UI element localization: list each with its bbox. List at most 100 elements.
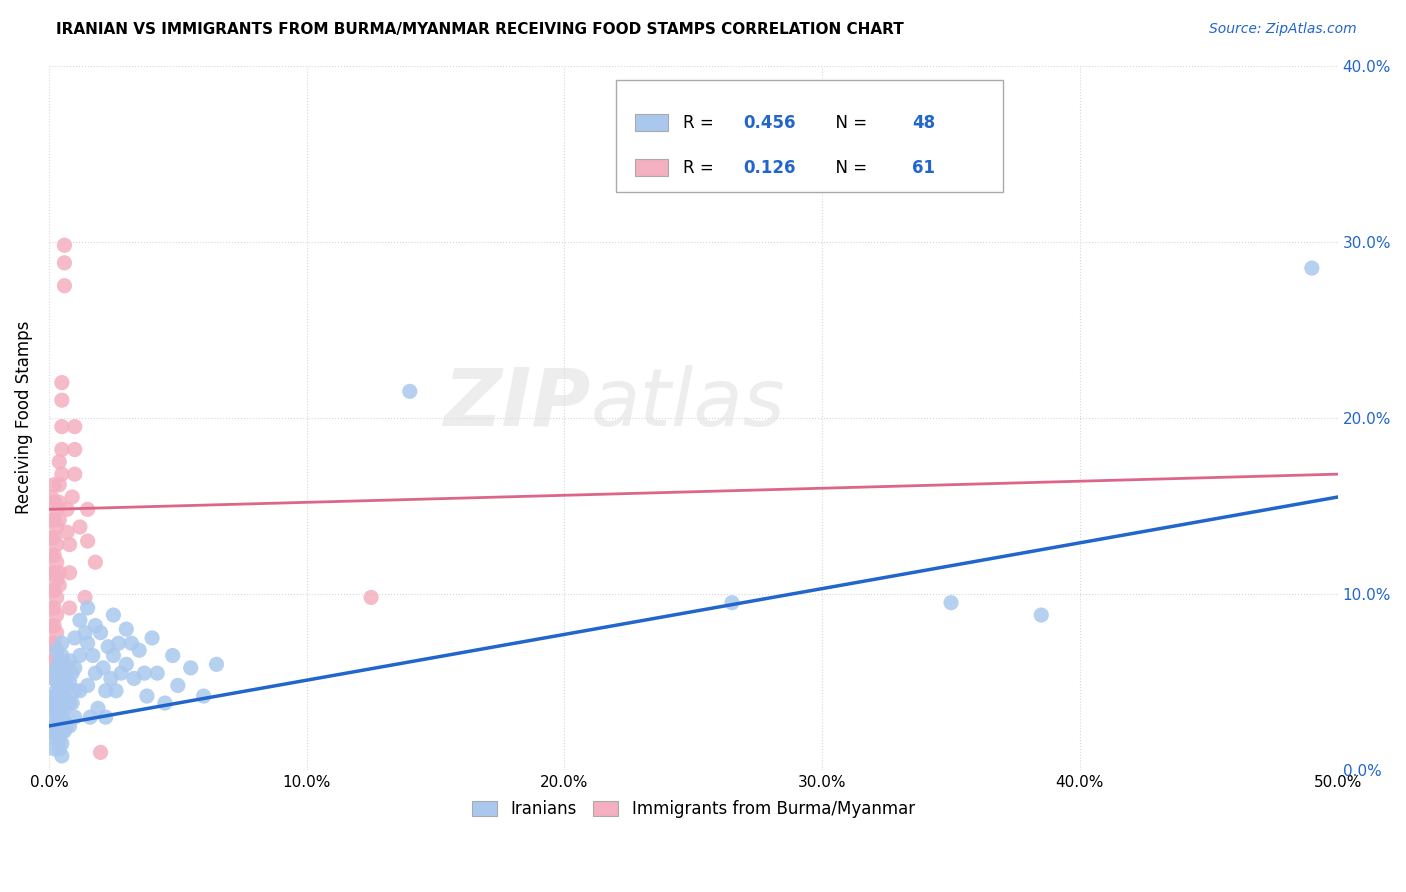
Point	[51, 419, 73, 434]
Point	[103, 607, 125, 622]
Point	[42, 477, 65, 491]
Point	[60, 666, 83, 681]
Point	[48, 719, 70, 733]
Point	[48, 731, 70, 746]
Point	[45, 591, 67, 605]
Point	[45, 706, 67, 721]
Point	[51, 748, 73, 763]
Point	[51, 724, 73, 739]
Point	[84, 618, 107, 632]
Point	[42, 583, 65, 598]
Text: N =: N =	[825, 113, 872, 131]
Point	[53, 278, 76, 293]
Point	[76, 678, 98, 692]
Point	[53, 689, 76, 703]
Point	[42, 601, 65, 615]
Point	[60, 696, 83, 710]
Point	[42, 689, 65, 703]
Point	[41, 618, 63, 632]
Point	[51, 689, 73, 703]
Point	[45, 573, 67, 587]
Point	[42, 548, 65, 562]
Point	[107, 636, 129, 650]
Point	[42, 672, 65, 686]
Point	[51, 442, 73, 457]
Point	[42, 566, 65, 580]
Point	[51, 666, 73, 681]
Point	[166, 678, 188, 692]
Point	[42, 742, 65, 756]
Point	[84, 666, 107, 681]
Point	[939, 596, 962, 610]
Point	[41, 636, 63, 650]
Point	[41, 724, 63, 739]
Point	[45, 675, 67, 690]
Point	[103, 648, 125, 663]
Text: R =: R =	[683, 159, 718, 177]
Point	[51, 678, 73, 692]
Point	[56, 502, 79, 516]
Point	[58, 538, 80, 552]
Point	[134, 666, 156, 681]
Point	[45, 520, 67, 534]
Point	[122, 672, 145, 686]
Point	[48, 495, 70, 509]
Y-axis label: Receiving Food Stamps: Receiving Food Stamps	[15, 321, 32, 515]
Point	[360, 591, 382, 605]
Point	[63, 631, 86, 645]
Point	[63, 710, 86, 724]
Point	[51, 636, 73, 650]
Point	[58, 566, 80, 580]
Point	[45, 643, 67, 657]
FancyBboxPatch shape	[616, 79, 1002, 193]
Text: 0.126: 0.126	[744, 159, 796, 177]
Point	[69, 613, 91, 627]
Point	[53, 657, 76, 672]
Point	[120, 636, 142, 650]
Point	[76, 502, 98, 516]
Point	[69, 520, 91, 534]
Point	[1031, 607, 1053, 622]
Point	[76, 601, 98, 615]
Point	[42, 636, 65, 650]
Point	[205, 657, 228, 672]
Text: R =: R =	[683, 113, 718, 131]
Point	[45, 607, 67, 622]
Point	[42, 666, 65, 681]
Point	[73, 591, 96, 605]
Point	[104, 683, 127, 698]
Point	[141, 631, 163, 645]
Point	[63, 442, 86, 457]
Point	[76, 534, 98, 549]
Point	[42, 618, 65, 632]
Point	[53, 701, 76, 715]
Point	[63, 467, 86, 482]
Point	[41, 566, 63, 580]
Point	[128, 643, 150, 657]
Point	[94, 710, 117, 724]
Point	[41, 490, 63, 504]
Point	[76, 636, 98, 650]
Point	[63, 661, 86, 675]
Point	[48, 566, 70, 580]
Point	[42, 701, 65, 715]
Point	[56, 719, 79, 733]
Point	[115, 657, 138, 672]
Point	[45, 728, 67, 742]
Point	[48, 678, 70, 692]
Point	[41, 696, 63, 710]
Point	[97, 640, 120, 654]
Point	[41, 583, 63, 598]
Point	[146, 666, 169, 681]
Point	[45, 555, 67, 569]
Point	[48, 477, 70, 491]
Point	[56, 525, 79, 540]
Point	[91, 661, 114, 675]
Point	[1301, 261, 1323, 276]
Point	[58, 696, 80, 710]
Point	[42, 731, 65, 746]
Point	[42, 495, 65, 509]
Point	[45, 643, 67, 657]
Point	[63, 683, 86, 698]
Legend: Iranians, Immigrants from Burma/Myanmar: Iranians, Immigrants from Burma/Myanmar	[465, 794, 921, 825]
